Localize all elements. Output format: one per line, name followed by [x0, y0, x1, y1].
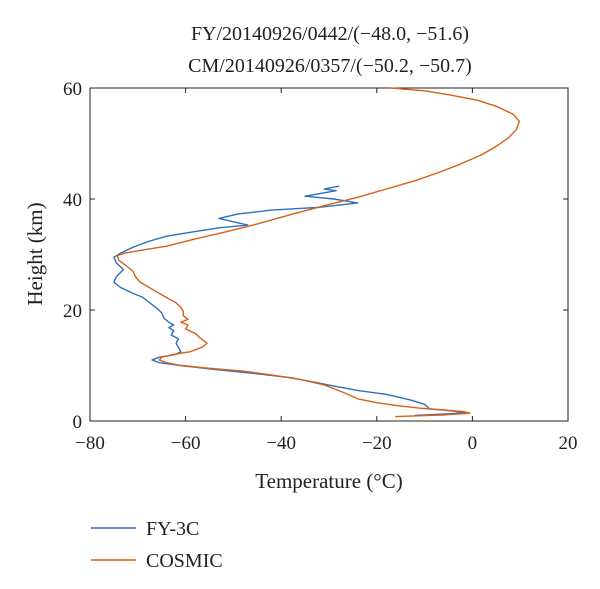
- x-tick-label: −60: [171, 433, 201, 454]
- y-axis-label: Height (km): [23, 202, 47, 305]
- y-tick-label: 40: [63, 190, 82, 211]
- y-tick-label: 0: [73, 412, 83, 433]
- x-tick-label: 0: [468, 433, 478, 454]
- x-axis-label: Temperature (°C): [255, 469, 402, 493]
- series-layer: [113, 87, 520, 418]
- x-axis-ticks: −80 −60 −40 −20 0 20: [75, 88, 578, 454]
- y-tick-label: 20: [63, 301, 82, 322]
- legend-label-fy3c: FY-3C: [146, 518, 199, 540]
- chart-title-line-2: CM/20140926/0357/(−50.2, −50.7): [188, 55, 472, 77]
- chart-title-line-1: FY/20140926/0442/(−48.0, −51.6): [191, 23, 469, 45]
- legend-label-cosmic: COSMIC: [146, 550, 223, 572]
- x-tick-label: −80: [75, 433, 105, 454]
- x-tick-label: −20: [362, 433, 392, 454]
- x-tick-label: 20: [559, 433, 578, 454]
- y-tick-label: 60: [63, 79, 82, 100]
- y-axis-ticks: 0 20 40 60: [63, 79, 568, 433]
- plot-frame: [89, 87, 569, 422]
- series-line-fy-3c: [113, 185, 466, 417]
- legend: FY-3C COSMIC: [91, 518, 223, 572]
- series-line-cosmic: [116, 87, 520, 418]
- x-tick-label: −40: [266, 433, 296, 454]
